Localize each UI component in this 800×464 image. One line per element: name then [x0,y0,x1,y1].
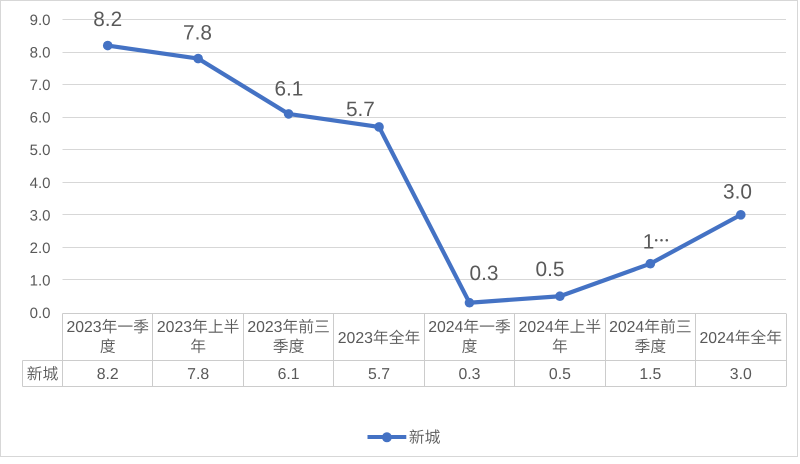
svg-text:2023: 2023 [157,319,192,336]
svg-text:0.0: 0.0 [30,305,51,322]
svg-text:5.7: 5.7 [368,366,390,383]
svg-text:2.0: 2.0 [30,240,51,257]
svg-text:8.2: 8.2 [97,366,119,383]
svg-text:7.8: 7.8 [183,21,212,44]
svg-text:7.0: 7.0 [30,77,51,94]
svg-text:1.0: 1.0 [30,272,51,289]
svg-text:6.1: 6.1 [278,366,300,383]
svg-text:3.0: 3.0 [730,366,752,383]
svg-text:7.8: 7.8 [187,366,209,383]
svg-text:0.3: 0.3 [470,262,499,285]
svg-text:2024: 2024 [519,319,554,336]
svg-text:8.0: 8.0 [30,45,51,62]
svg-text:0.3: 0.3 [458,366,480,383]
svg-text:5.0: 5.0 [30,142,51,159]
svg-text:2024: 2024 [428,319,463,336]
svg-text:1: 1 [643,231,655,254]
svg-text:0.5: 0.5 [549,366,571,383]
svg-text:6.0: 6.0 [30,110,51,127]
svg-text:8.2: 8.2 [93,8,122,31]
svg-text:3.0: 3.0 [723,181,752,204]
svg-text:2024: 2024 [700,330,735,347]
svg-text:3.0: 3.0 [30,207,51,224]
svg-text:0.5: 0.5 [536,258,565,281]
svg-text:4.0: 4.0 [30,175,51,192]
svg-text:1.5: 1.5 [639,366,661,383]
svg-text:2023: 2023 [66,319,101,336]
svg-text:2024: 2024 [609,319,644,336]
svg-text:5.7: 5.7 [346,98,375,121]
svg-text:2023: 2023 [247,319,282,336]
svg-text:6.1: 6.1 [274,77,303,100]
svg-text:9.0: 9.0 [30,12,51,29]
svg-text:2023: 2023 [338,330,373,347]
